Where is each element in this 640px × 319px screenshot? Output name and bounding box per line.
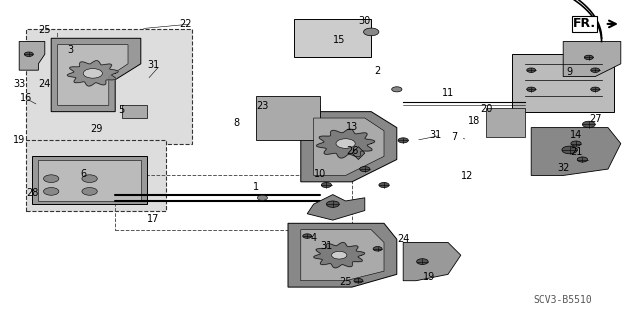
Polygon shape — [301, 230, 384, 281]
Text: 29: 29 — [90, 124, 102, 134]
Text: 25: 25 — [38, 25, 51, 35]
Bar — [512, 54, 614, 112]
Text: 28: 28 — [26, 188, 38, 198]
Polygon shape — [275, 105, 320, 128]
Text: 7: 7 — [451, 132, 458, 142]
Circle shape — [326, 201, 339, 207]
Polygon shape — [256, 96, 320, 140]
Circle shape — [582, 121, 595, 128]
Polygon shape — [314, 118, 384, 175]
Circle shape — [379, 182, 389, 188]
Circle shape — [82, 175, 97, 182]
Text: 17: 17 — [147, 213, 160, 224]
Text: 5: 5 — [118, 105, 125, 115]
Bar — [122, 105, 147, 118]
Circle shape — [571, 141, 581, 146]
Text: 18: 18 — [467, 116, 480, 126]
Text: 32: 32 — [557, 163, 570, 173]
Circle shape — [591, 68, 600, 72]
Polygon shape — [51, 38, 141, 112]
Circle shape — [373, 247, 382, 251]
FancyBboxPatch shape — [26, 29, 192, 144]
Circle shape — [82, 188, 97, 195]
Circle shape — [392, 87, 402, 92]
Circle shape — [562, 146, 577, 154]
Text: 13: 13 — [346, 122, 358, 132]
Circle shape — [591, 87, 600, 92]
Circle shape — [44, 175, 59, 182]
Circle shape — [584, 55, 593, 60]
Circle shape — [360, 167, 370, 172]
Polygon shape — [352, 147, 365, 160]
Text: 8: 8 — [234, 118, 240, 129]
Polygon shape — [403, 242, 461, 281]
Text: 24: 24 — [38, 78, 51, 89]
Circle shape — [332, 251, 347, 259]
Text: 14: 14 — [570, 130, 582, 140]
Text: 19: 19 — [422, 272, 435, 282]
Polygon shape — [314, 242, 365, 268]
Text: 31: 31 — [147, 60, 160, 70]
Circle shape — [303, 234, 312, 238]
Bar — [294, 19, 371, 57]
Text: 11: 11 — [442, 88, 454, 98]
Text: 3: 3 — [67, 45, 74, 55]
Polygon shape — [288, 223, 397, 287]
Circle shape — [83, 69, 102, 78]
Text: 2: 2 — [374, 66, 381, 76]
Circle shape — [577, 157, 588, 162]
Circle shape — [257, 195, 268, 200]
FancyBboxPatch shape — [26, 140, 166, 211]
Circle shape — [44, 188, 59, 195]
Text: 6: 6 — [80, 169, 86, 179]
Polygon shape — [531, 128, 621, 175]
Circle shape — [24, 52, 33, 56]
Circle shape — [527, 87, 536, 92]
Polygon shape — [67, 61, 118, 86]
Polygon shape — [563, 41, 621, 77]
Text: 15: 15 — [333, 35, 346, 45]
Text: SCV3-B5510: SCV3-B5510 — [534, 295, 593, 305]
Polygon shape — [307, 195, 365, 220]
Text: 33: 33 — [13, 78, 26, 89]
Circle shape — [527, 68, 536, 72]
Text: 31: 31 — [320, 241, 333, 251]
Circle shape — [321, 182, 332, 188]
Text: 23: 23 — [256, 101, 269, 111]
Text: 22: 22 — [179, 19, 192, 29]
Circle shape — [336, 139, 355, 148]
Text: 1: 1 — [253, 182, 259, 192]
Polygon shape — [301, 112, 397, 182]
Text: 9: 9 — [566, 67, 573, 77]
Polygon shape — [19, 41, 45, 70]
Circle shape — [364, 28, 379, 36]
Text: 24: 24 — [397, 234, 410, 244]
Text: 21: 21 — [570, 147, 582, 157]
Text: 16: 16 — [19, 93, 32, 103]
Text: 31: 31 — [429, 130, 442, 140]
Bar — [38, 160, 141, 201]
Bar — [32, 156, 147, 204]
Text: 4: 4 — [310, 233, 317, 243]
Circle shape — [398, 138, 408, 143]
Text: 19: 19 — [13, 135, 26, 145]
Text: FR.: FR. — [573, 18, 596, 30]
Text: 26: 26 — [346, 146, 358, 156]
Text: 20: 20 — [480, 104, 493, 115]
Text: 12: 12 — [461, 171, 474, 181]
Polygon shape — [317, 129, 374, 158]
Text: 25: 25 — [339, 277, 352, 287]
Polygon shape — [58, 45, 128, 105]
Polygon shape — [486, 108, 525, 137]
Text: 10: 10 — [314, 168, 326, 179]
Text: 30: 30 — [358, 16, 371, 26]
Text: 27: 27 — [589, 114, 602, 124]
Circle shape — [354, 278, 363, 283]
Circle shape — [417, 259, 428, 264]
